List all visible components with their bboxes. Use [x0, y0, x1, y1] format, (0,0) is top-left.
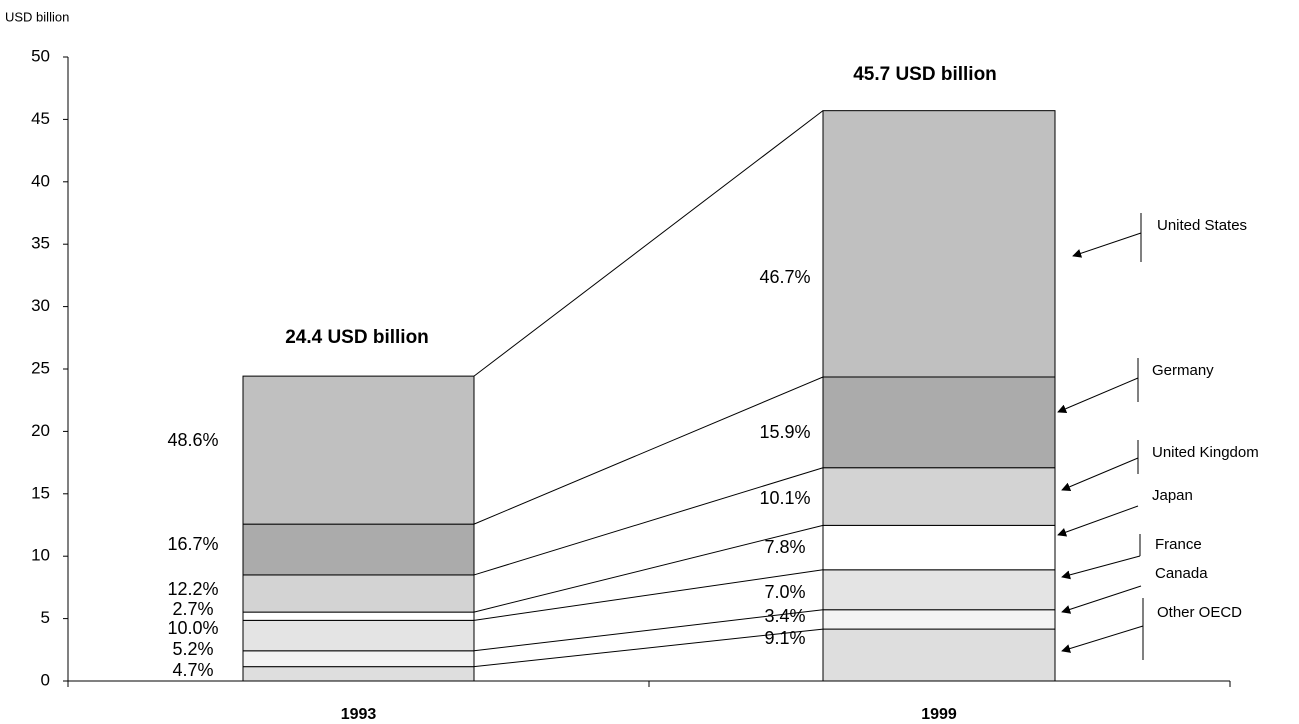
category-label: 1993: [341, 706, 377, 723]
bar-segment: [242, 666, 475, 682]
value-label: 16.7%: [167, 534, 218, 554]
y-tick-label: 30: [31, 296, 50, 315]
legend-label: Other OECD: [1157, 604, 1242, 621]
bar-segment: [242, 619, 475, 652]
bar-segment: [822, 110, 1056, 378]
bar-segment: [242, 611, 475, 621]
legend-label: Japan: [1152, 487, 1193, 504]
legend-arrow: [1061, 457, 1139, 492]
connector: [473, 376, 824, 525]
value-label: 10.1%: [759, 488, 810, 508]
connector: [473, 628, 824, 668]
value-label: 7.8%: [764, 537, 805, 557]
y-tick-label: 5: [41, 608, 50, 627]
legend-label: United Kingdom: [1152, 444, 1259, 461]
bar-segment: [822, 628, 1056, 682]
value-label: 4.7%: [172, 660, 213, 680]
value-label: 46.7%: [759, 267, 810, 287]
y-tick-label: 40: [31, 171, 50, 190]
connector: [473, 110, 824, 377]
value-label: 10.0%: [167, 618, 218, 638]
y-tick-label: 15: [31, 483, 50, 502]
bar-segment: [242, 523, 475, 576]
bar-segment: [822, 376, 1056, 469]
y-tick-label: 10: [31, 546, 50, 565]
legend-arrow: [1057, 505, 1139, 537]
value-label: 48.6%: [167, 430, 218, 450]
legend-label: United States: [1157, 217, 1247, 234]
value-label: 3.4%: [764, 606, 805, 626]
bar-segment: [822, 524, 1056, 571]
bar-segment: [242, 574, 475, 613]
connector: [473, 467, 824, 576]
connector: [473, 569, 824, 621]
legend-arrow: [1072, 232, 1142, 258]
legend-label: Germany: [1152, 362, 1214, 379]
y-tick-label: 20: [31, 421, 50, 440]
y-tick-label: 35: [31, 234, 50, 253]
total-label: 24.4 USD billion: [285, 327, 429, 348]
y-tick-label: 45: [31, 109, 50, 128]
legend-arrow: [1061, 625, 1144, 653]
value-label: 15.9%: [759, 422, 810, 442]
y-tick-label: 0: [41, 670, 50, 689]
connector: [473, 524, 824, 613]
y-tick-label: 25: [31, 358, 50, 377]
bar-segment: [242, 650, 475, 668]
value-label: 5.2%: [172, 639, 213, 659]
bar-segment: [242, 375, 475, 525]
bar-segment: [822, 467, 1056, 526]
category-label: 1999: [921, 706, 957, 723]
legend-arrow: [1061, 555, 1141, 580]
legend-arrow: [1061, 585, 1142, 614]
value-label: 12.2%: [167, 579, 218, 599]
bar-segment: [822, 609, 1056, 630]
y-axis-label: USD billion: [5, 9, 69, 24]
legend-label: Canada: [1155, 565, 1208, 582]
total-label: 45.7 USD billion: [853, 64, 997, 85]
y-tick-label: 50: [31, 46, 50, 65]
legend-label: France: [1155, 536, 1202, 553]
bar-segment: [822, 569, 1056, 611]
value-label: 2.7%: [172, 599, 213, 619]
value-label: 7.0%: [764, 582, 805, 602]
value-label: 9.1%: [764, 628, 805, 648]
legend-arrow: [1057, 377, 1139, 413]
connector: [473, 609, 824, 652]
